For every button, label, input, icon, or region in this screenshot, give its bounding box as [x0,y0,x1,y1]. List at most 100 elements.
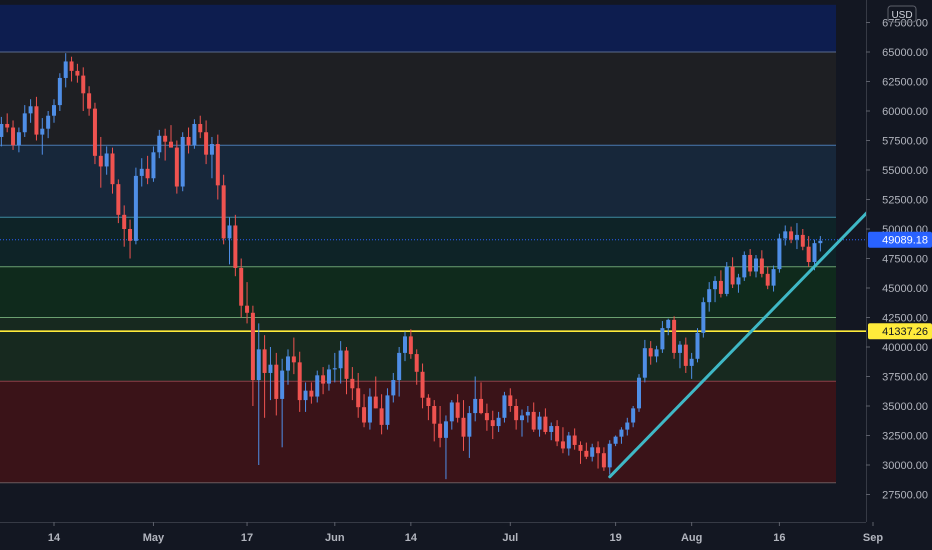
candle-body [490,420,495,427]
candle [133,167,138,245]
price-tick-label: 37500.00 [882,372,928,384]
candle [484,403,489,431]
candle [69,56,74,82]
candle-body [92,108,97,156]
candle [280,358,285,448]
time-tick-label: Aug [681,532,702,544]
candle-body [601,453,606,468]
candle [730,257,735,288]
candle-body [98,155,103,167]
candle [198,115,203,139]
price-tick-label: 47500.00 [882,254,928,266]
candle-body [718,280,723,294]
candle-body [683,344,688,366]
candle-body [520,415,524,421]
candle-body [619,429,624,437]
candle [601,447,606,471]
candle [163,128,168,161]
candle-body [256,349,261,381]
candle [613,435,618,447]
candle-body [174,147,179,187]
candle [794,223,799,250]
candle [397,347,402,397]
candle [344,347,349,395]
candle-body [250,312,255,381]
candle-body [403,336,407,353]
time-tick-label: 19 [609,532,621,544]
candle [648,341,653,365]
candle [338,341,343,384]
candle [660,321,665,353]
candle-body [239,267,244,306]
candle [514,398,519,430]
candle [274,352,279,416]
candle-body [315,375,320,397]
candle-body [730,266,735,285]
candle [572,428,577,450]
candle-body [87,93,92,109]
candle [16,127,21,153]
candle-body [455,402,460,418]
candle [818,236,823,252]
candle [174,140,179,194]
candle-body [596,447,601,454]
candle [250,305,255,406]
candle [537,411,542,437]
candle [438,406,443,448]
candle-body [286,356,290,371]
candle-body [356,388,361,408]
currency-label: USD [891,10,912,21]
price-tick-label: 67500.00 [882,18,928,30]
candle-body [625,422,630,430]
candle [701,297,706,338]
candle [362,394,367,428]
candle [426,394,431,421]
candle [350,367,355,401]
candle-body [432,406,437,424]
price-tick-label: 57500.00 [882,136,928,148]
price-zones [0,4,836,483]
candle [520,409,524,437]
candle [256,323,261,465]
candle-body [420,371,425,398]
price-zone [0,145,836,218]
time-axis-background [0,522,866,550]
time-axis[interactable]: 14May17Jun14Jul19Aug16Sep14 [0,522,932,550]
candle [209,136,214,179]
candle-body [116,184,121,215]
candle-body [648,348,653,357]
candle-body [139,168,144,176]
price-zone [0,217,836,267]
candle-body [46,115,51,129]
candle-body [28,106,33,114]
candle [321,367,326,395]
currency-badge: USD [887,5,917,23]
candle [151,146,156,182]
candle-body [391,380,396,396]
candle [192,119,197,149]
price-axis[interactable]: 27500.00 30000.00 32500.00 35000.00 37500.00… [866,0,932,550]
candle-body [449,402,454,422]
candle-body [215,144,220,186]
price-tick-label: 40000.00 [882,342,928,354]
time-tick-label: 14 [48,532,61,544]
candle-body [443,421,448,438]
candle-body [221,185,226,239]
candle-body [245,305,250,313]
candle [309,382,314,404]
candle-body [169,141,173,148]
candle-body [555,426,560,442]
time-tick-label: May [143,532,165,544]
candle-body [16,132,21,146]
candle [0,116,4,147]
candles [0,53,823,480]
candle [28,99,33,123]
candle [57,73,62,111]
price-tick-label: 35000.00 [882,401,928,413]
candle [215,134,220,200]
candle-body [777,238,782,270]
price-zone [0,381,836,483]
price-zone [0,4,836,53]
candle-body [104,153,109,167]
